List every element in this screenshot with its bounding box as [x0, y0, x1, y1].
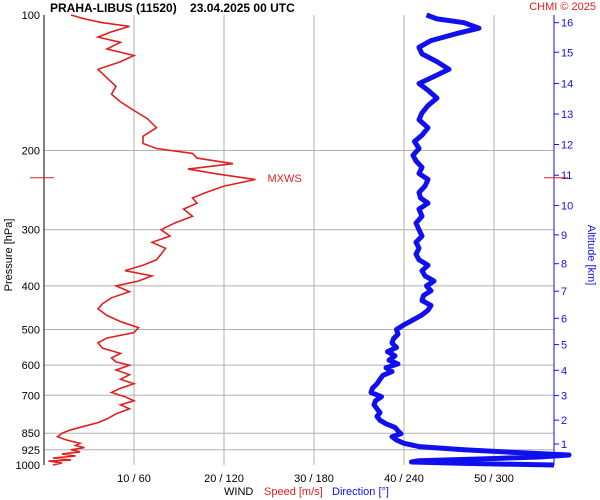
- pressure-tick-label: 700: [22, 390, 40, 402]
- wind-label: WIND: [224, 486, 253, 498]
- x-tick-label: 40 / 240: [384, 473, 424, 485]
- altitude-tick-label: 11: [561, 170, 572, 182]
- x-tick-label: 50 / 300: [474, 473, 514, 485]
- altitude-tick-label: 2: [561, 415, 567, 427]
- altitude-tick-label: 14: [561, 79, 573, 91]
- altitude-tick-label: 6: [561, 313, 567, 325]
- pressure-tick-label: 300: [22, 225, 40, 237]
- pressure-tick-label: 200: [22, 145, 40, 157]
- mxws-annotation: MXWS: [268, 173, 302, 185]
- altitude-tick-label: 5: [561, 340, 567, 352]
- pressure-tick-label: 925: [22, 445, 40, 457]
- pressure-tick-label: 100: [22, 10, 40, 22]
- chart-title: PRAHA-LIBUS (11520) 23.04.2025 00 UTC: [50, 1, 295, 15]
- credit-text: CHMI © 2025: [529, 1, 596, 13]
- altitude-tick-label: 13: [561, 109, 573, 121]
- altitude-tick-label: 4: [561, 365, 567, 377]
- altitude-tick-label: 9: [561, 230, 567, 242]
- altitude-tick-label: 1: [561, 439, 567, 451]
- x-tick-label: 10 / 60: [117, 473, 151, 485]
- pressure-tick-label: 850: [22, 428, 40, 440]
- altitude-tick-label: 10: [561, 200, 573, 212]
- left-axis-title: Pressure [hPa]: [3, 219, 15, 292]
- altitude-tick-label: 12: [561, 140, 573, 152]
- pressure-tick-label: 500: [22, 325, 40, 337]
- pressure-tick-label: 400: [22, 281, 40, 293]
- altitude-tick-label: 15: [561, 47, 573, 59]
- direction-legend: Direction [°]: [332, 486, 389, 498]
- altitude-tick-label: 3: [561, 391, 567, 403]
- altitude-tick-label: 8: [561, 259, 567, 271]
- x-tick-label: 30 / 180: [294, 473, 334, 485]
- series-layer: [48, 12, 572, 468]
- speed-legend: Speed [m/s]: [264, 486, 323, 498]
- altitude-tick-label: 16: [561, 18, 573, 30]
- grid-layer: [44, 15, 554, 465]
- direction-series-line: [368, 12, 572, 468]
- speed-series-line: [48, 14, 256, 466]
- right-axis-title: Altitude [km]: [585, 225, 597, 286]
- x-tick-label: 20 / 120: [204, 473, 244, 485]
- altitude-tick-label: 7: [561, 286, 567, 298]
- pressure-tick-label: 600: [22, 360, 40, 372]
- pressure-tick-label: 1000: [16, 460, 40, 472]
